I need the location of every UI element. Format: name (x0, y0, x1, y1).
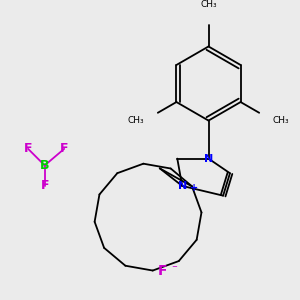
Text: F: F (24, 142, 32, 155)
Text: F: F (158, 264, 167, 278)
Text: N: N (178, 181, 187, 191)
Text: F: F (60, 142, 68, 155)
Text: CH₃: CH₃ (200, 0, 217, 9)
Text: CH₃: CH₃ (273, 116, 289, 125)
Text: +: + (190, 183, 198, 193)
Text: CH₃: CH₃ (128, 116, 144, 125)
Text: N: N (204, 154, 213, 164)
Text: ⁻: ⁻ (171, 264, 177, 274)
Text: F: F (40, 179, 49, 192)
Text: B: B (40, 159, 50, 172)
